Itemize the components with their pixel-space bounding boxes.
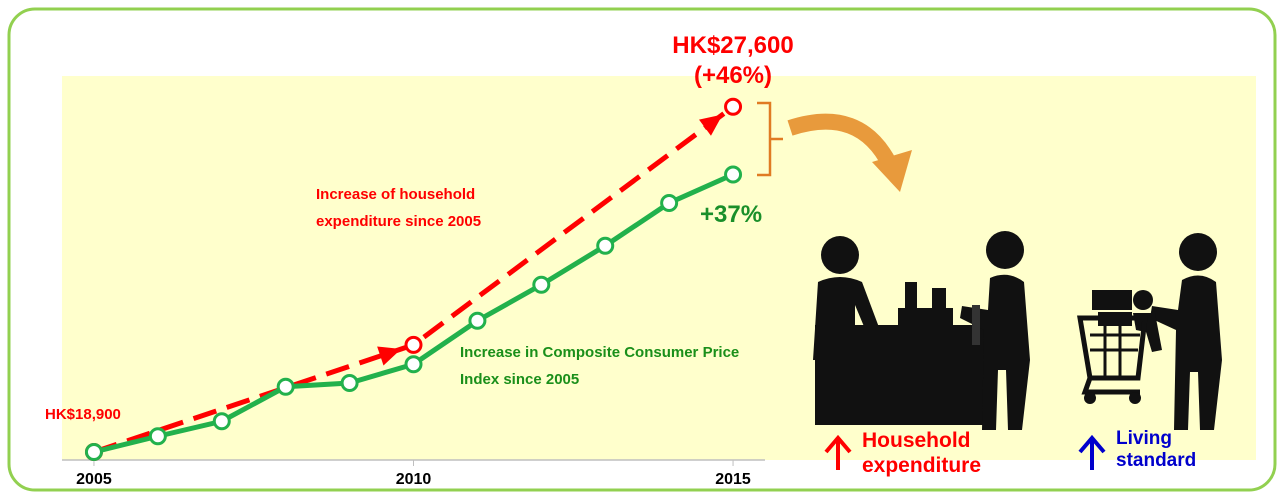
point (726, 167, 741, 182)
point (662, 196, 677, 211)
x-tick-label: 2010 (396, 471, 432, 488)
chart: HK$27,600 (+46%) +37% HK$18,900 2005 2010… (0, 0, 1284, 499)
point (214, 414, 229, 429)
value-label: HK$18,900 (45, 406, 121, 423)
point (598, 238, 613, 253)
caption: Living standard (1116, 428, 1216, 472)
series-label: Increase in Composite Consumer Price Ind… (460, 339, 770, 393)
point (150, 429, 165, 444)
point (86, 445, 101, 460)
x-tick-label: 2015 (715, 471, 751, 488)
value-label: +37% (700, 201, 762, 228)
annotation: (+46%) (694, 62, 772, 89)
point (278, 379, 293, 394)
point (726, 99, 741, 114)
caption: Household expenditure (862, 428, 1012, 478)
point (406, 357, 421, 372)
point (534, 277, 549, 292)
x-tick-label: 2005 (76, 471, 112, 488)
point (470, 313, 485, 328)
point (342, 376, 357, 391)
page: {"chart_data": { "type": "line", "x": [2… (0, 0, 1284, 499)
series-label: Increase of household expenditure since … (316, 181, 546, 235)
point (406, 337, 421, 352)
value-label: HK$27,600 (672, 32, 793, 59)
